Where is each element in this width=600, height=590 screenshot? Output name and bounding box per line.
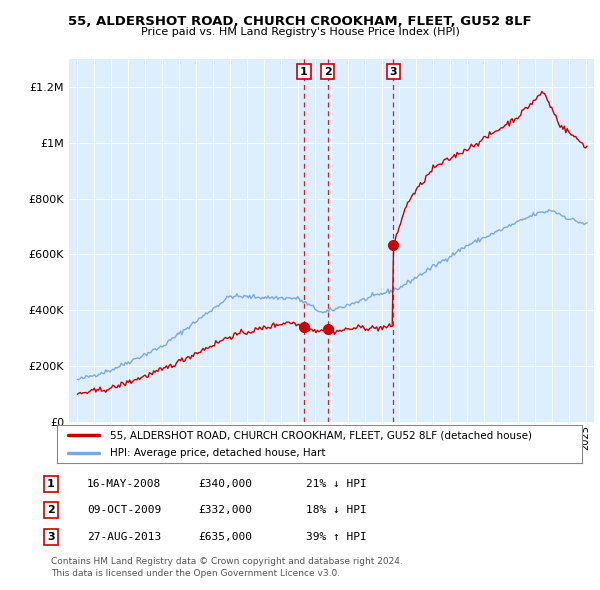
Text: 18% ↓ HPI: 18% ↓ HPI	[306, 506, 367, 515]
Text: Contains HM Land Registry data © Crown copyright and database right 2024.: Contains HM Land Registry data © Crown c…	[51, 558, 403, 566]
Text: 16-MAY-2008: 16-MAY-2008	[87, 479, 161, 489]
Text: 39% ↑ HPI: 39% ↑ HPI	[306, 532, 367, 542]
Text: 2: 2	[47, 506, 55, 515]
Text: 3: 3	[389, 67, 397, 77]
Text: 1: 1	[47, 479, 55, 489]
Text: 27-AUG-2013: 27-AUG-2013	[87, 532, 161, 542]
Text: Price paid vs. HM Land Registry's House Price Index (HPI): Price paid vs. HM Land Registry's House …	[140, 27, 460, 37]
Text: 2: 2	[324, 67, 331, 77]
Text: 55, ALDERSHOT ROAD, CHURCH CROOKHAM, FLEET, GU52 8LF: 55, ALDERSHOT ROAD, CHURCH CROOKHAM, FLE…	[68, 15, 532, 28]
Text: This data is licensed under the Open Government Licence v3.0.: This data is licensed under the Open Gov…	[51, 569, 340, 578]
Text: 09-OCT-2009: 09-OCT-2009	[87, 506, 161, 515]
Text: £340,000: £340,000	[198, 479, 252, 489]
Text: £635,000: £635,000	[198, 532, 252, 542]
Text: 55, ALDERSHOT ROAD, CHURCH CROOKHAM, FLEET, GU52 8LF (detached house): 55, ALDERSHOT ROAD, CHURCH CROOKHAM, FLE…	[110, 430, 532, 440]
Text: HPI: Average price, detached house, Hart: HPI: Average price, detached house, Hart	[110, 448, 325, 458]
Text: 1: 1	[300, 67, 308, 77]
Text: 3: 3	[47, 532, 55, 542]
Text: £332,000: £332,000	[198, 506, 252, 515]
Text: 21% ↓ HPI: 21% ↓ HPI	[306, 479, 367, 489]
